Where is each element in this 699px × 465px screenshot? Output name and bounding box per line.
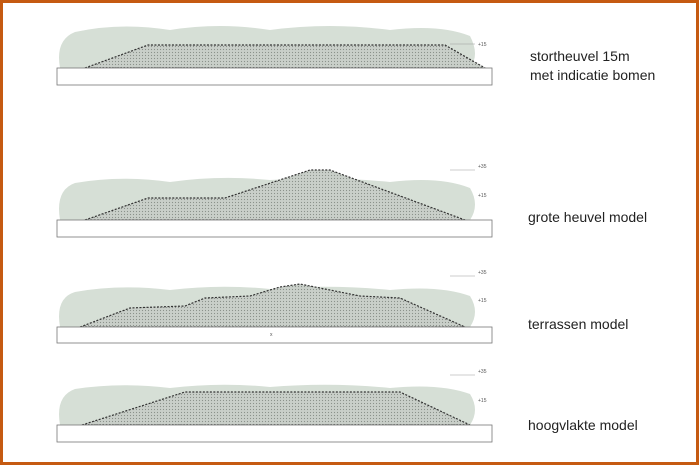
level-label: +35 xyxy=(478,270,487,276)
ground xyxy=(56,67,493,86)
level-label: +35 xyxy=(478,164,487,170)
ground xyxy=(56,326,493,344)
profile-terrassen: x +35 +15 terrassen model xyxy=(56,270,628,344)
caption: met indicatie bomen xyxy=(530,67,655,83)
base-mark: x xyxy=(270,332,273,338)
profile-stortheuvel: +15 stortheuvel 15m met indicatie bomen xyxy=(56,26,655,86)
ground xyxy=(56,424,493,443)
ground xyxy=(56,219,493,238)
level-label: +15 xyxy=(478,42,487,48)
level-label: +15 xyxy=(478,193,487,199)
level-label: +15 xyxy=(478,398,487,404)
profile-grote-heuvel: +35 +15 grote heuvel model xyxy=(56,164,647,238)
caption: terrassen model xyxy=(528,316,628,332)
caption: stortheuvel 15m xyxy=(530,48,630,64)
hill xyxy=(84,44,488,69)
level-label: +35 xyxy=(478,369,487,375)
hill xyxy=(79,283,466,328)
profile-hoogvlakte: +35 +15 hoogvlakte model xyxy=(56,369,638,443)
caption: hoogvlakte model xyxy=(528,417,638,433)
level-label: +15 xyxy=(478,298,487,304)
caption: grote heuvel model xyxy=(528,209,647,225)
